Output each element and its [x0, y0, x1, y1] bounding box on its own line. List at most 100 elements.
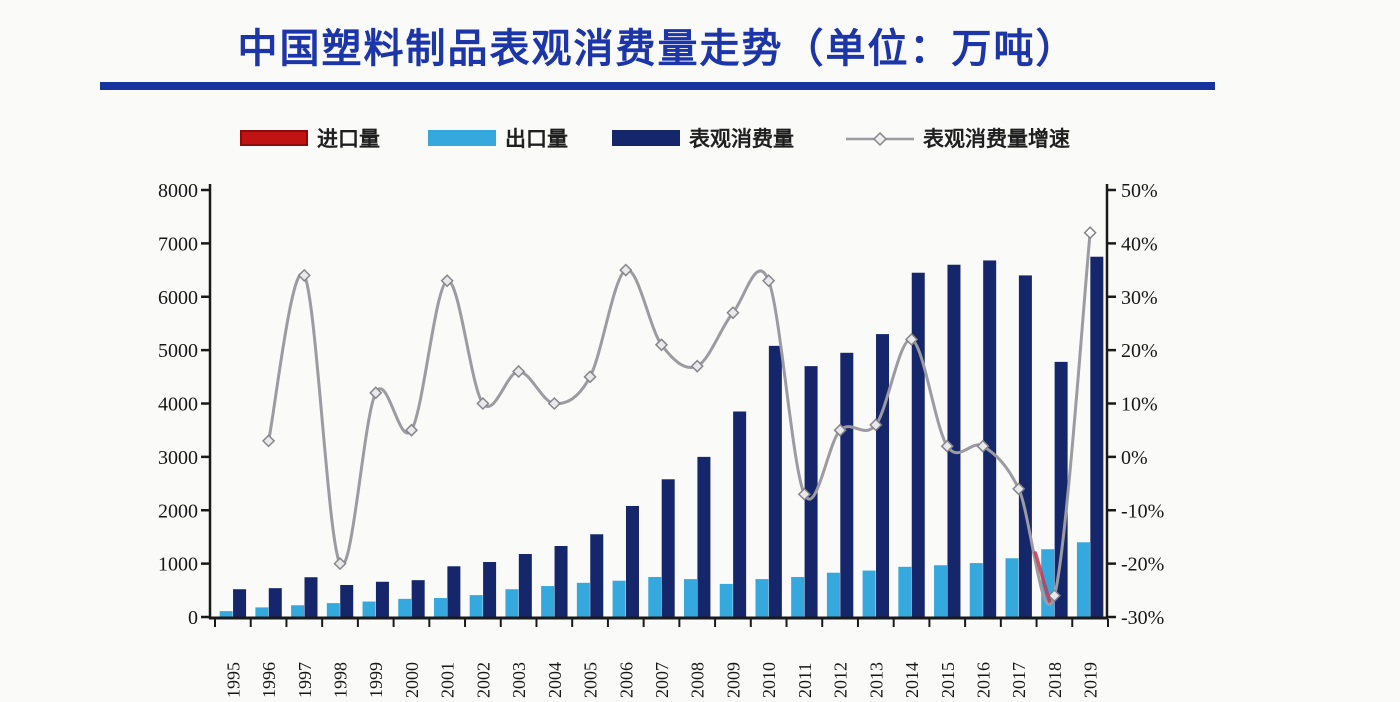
right-axis-tick-label: 0%: [1121, 447, 1148, 469]
x-axis-year-label: 2012: [831, 662, 851, 698]
x-axis-year-label: 1995: [223, 662, 243, 698]
growth-marker-icon: [1083, 226, 1097, 240]
left-axis-tick-label: 1000: [158, 554, 198, 576]
legend-item-growth-rate: 表观消费量增速: [846, 124, 1070, 152]
left-axis-tick-label: 0: [188, 607, 198, 629]
legend-label-apparent-consumption: 表观消费量: [689, 128, 794, 151]
growth-marker-icon: [797, 487, 811, 501]
bar-exports-2011: [791, 576, 805, 618]
bar-exports-1995: [219, 611, 233, 618]
x-axis-year-label: 2007: [652, 662, 672, 698]
x-axis-year-label: 1999: [366, 662, 386, 698]
bar-apparent-consumption-2014: [911, 272, 925, 618]
growth-marker-icon: [833, 423, 847, 437]
bar-apparent-consumption-1999: [375, 581, 389, 618]
left-axis-tick-label: 5000: [158, 340, 198, 362]
chart-title: 中国塑料制品表观消费量走势（单位：万吨）: [237, 27, 1078, 71]
legend-item-exports: 出口量: [428, 124, 568, 152]
bar-apparent-consumption-2018: [1054, 361, 1068, 618]
bar-apparent-consumption-2019: [1090, 256, 1104, 618]
x-axis-year-label: 2006: [616, 662, 636, 698]
legend-label-growth-rate: 表观消费量增速: [923, 128, 1070, 151]
growth-marker-icon: [512, 364, 526, 379]
growth-marker-icon: [476, 396, 490, 411]
title-underline: [100, 82, 1215, 90]
bar-apparent-consumption-2000: [411, 580, 425, 618]
bar-apparent-consumption-2006: [625, 505, 639, 618]
bar-apparent-consumption-2009: [733, 411, 747, 618]
bar-apparent-consumption-2008: [697, 456, 711, 618]
left-axis-tick-label: 2000: [158, 500, 198, 522]
x-axis-year-label: 2019: [1081, 662, 1101, 698]
left-axis-tick-label: 3000: [158, 447, 198, 469]
axes-layer: 8000 7000 6000 5000 4000 3000 2000 1000 0 50% 40% 3…: [158, 180, 1164, 698]
x-axis-year-label: 2000: [402, 662, 422, 698]
right-axis-tick-label: -20%: [1121, 554, 1164, 576]
x-axis-year-label: 2015: [938, 662, 958, 698]
growth-marker-icon: [619, 263, 633, 277]
bar-exports-1999: [362, 601, 376, 618]
bar-exports-2017: [1005, 558, 1019, 618]
left-axis-tick-label: 8000: [158, 180, 198, 202]
legend-swatch-growth-line-icon: [846, 130, 914, 147]
bar-apparent-consumption-2003: [518, 554, 532, 618]
bar-apparent-consumption-2004: [554, 546, 568, 618]
x-axis-year-label: 2014: [902, 662, 922, 698]
bar-apparent-consumption-1996: [268, 588, 282, 618]
legend-label-imports: 进口量: [317, 128, 380, 151]
growth-marker-icon: [333, 557, 347, 571]
x-axis-year-label: 2013: [866, 662, 886, 698]
x-axis-year-label: 2004: [545, 662, 565, 698]
bar-exports-2002: [469, 595, 483, 618]
bar-apparent-consumption-2001: [447, 566, 461, 618]
bar-exports-2016: [969, 563, 983, 618]
growth-marker-icon: [726, 306, 740, 320]
growth-marker-icon: [869, 418, 883, 432]
bar-apparent-consumption-1995: [233, 589, 247, 618]
right-axis-tick-label: 20%: [1121, 340, 1158, 362]
bar-apparent-consumption-2012: [840, 352, 854, 618]
bar-exports-2006: [612, 580, 626, 618]
bar-exports-2008: [684, 579, 698, 618]
bars-layer: [219, 256, 1104, 618]
growth-rate-line: [267, 232, 1092, 606]
x-axis-year-label: 2010: [759, 662, 779, 698]
legend-swatch-apparent-consumption-icon: [612, 130, 680, 146]
growth-marker-icon: [1047, 589, 1061, 603]
growth-marker-icon: [976, 439, 990, 453]
growth-marker-icon: [940, 439, 954, 453]
legend-swatch-exports-icon: [428, 130, 496, 146]
x-axis-year-label: 2018: [1045, 662, 1065, 698]
growth-marker-icon: [690, 359, 704, 373]
bar-apparent-consumption-2010: [768, 345, 782, 618]
bar-apparent-consumption-2013: [876, 334, 890, 618]
x-axis-year-label: 1996: [259, 662, 279, 698]
right-axis-tick-label: 10%: [1121, 394, 1158, 416]
growth-marker-icon: [369, 386, 383, 400]
x-axis-year-label: 1998: [331, 662, 351, 698]
growth-marker-icon: [762, 274, 776, 288]
right-axis-tick-label: 50%: [1121, 180, 1158, 202]
right-axis-tick-label: -30%: [1121, 607, 1164, 629]
x-axis-year-label: 2017: [1009, 662, 1029, 698]
x-axis-year-label: 2016: [973, 662, 993, 698]
bar-apparent-consumption-2005: [590, 534, 604, 618]
bar-apparent-consumption-2017: [1018, 275, 1032, 618]
bar-exports-2007: [648, 576, 662, 618]
growth-marker-icon: [1012, 482, 1026, 496]
bar-exports-2001: [433, 598, 447, 618]
bar-apparent-consumption-2015: [947, 264, 961, 618]
bar-apparent-consumption-2011: [804, 366, 818, 618]
bar-exports-2013: [862, 570, 876, 618]
bar-exports-1998: [326, 603, 340, 618]
bar-exports-2009: [719, 583, 733, 618]
bar-exports-2000: [398, 598, 412, 618]
growth-marker-icon: [904, 332, 919, 347]
bar-apparent-consumption-1997: [304, 577, 318, 618]
x-axis-year-label: 2002: [473, 662, 493, 698]
x-axis-year-label: 2001: [438, 662, 458, 698]
growth-marker-icon: [262, 434, 276, 448]
right-axis-tick-label: 40%: [1121, 233, 1158, 255]
